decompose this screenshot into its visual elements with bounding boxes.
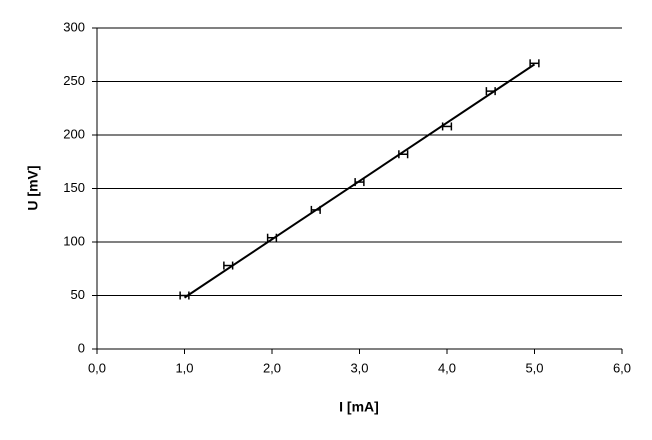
error-bar: [179, 291, 190, 300]
x-tick-label: 6,0: [613, 360, 631, 375]
x-tick-label: 1,0: [175, 360, 193, 375]
y-tick-label: 0: [78, 340, 85, 355]
error-bar: [266, 233, 278, 242]
x-tick-label: 4,0: [438, 360, 456, 375]
x-axis-title: I [mA]: [339, 399, 379, 415]
y-tick-label: 200: [63, 126, 85, 141]
x-tick-label: 3,0: [350, 360, 368, 375]
error-bar: [398, 150, 409, 159]
y-tick-label: 100: [63, 233, 85, 248]
y-tick-label: 300: [63, 19, 85, 34]
x-tick-label: 2,0: [263, 360, 281, 375]
error-bar: [354, 178, 365, 187]
y-tick-label: 150: [63, 180, 85, 195]
error-bar: [441, 122, 453, 131]
y-axis-title: U [mV]: [25, 165, 41, 210]
y-tick-label: 250: [63, 73, 85, 88]
error-bar: [485, 87, 496, 96]
error-bar: [529, 59, 540, 68]
error-bar: [223, 261, 234, 270]
x-tick-label: 5,0: [525, 360, 543, 375]
y-tick-label: 50: [71, 287, 85, 302]
trendline: [183, 63, 536, 299]
error-bar: [310, 205, 321, 214]
x-tick-label: 0,0: [88, 360, 106, 375]
